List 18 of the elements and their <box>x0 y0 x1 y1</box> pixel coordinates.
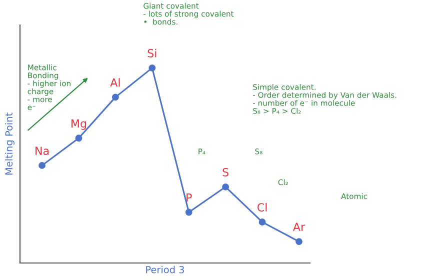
x-tick-label: Si <box>148 48 156 58</box>
point <box>296 238 302 246</box>
point <box>185 208 192 216</box>
x-tick-label: Ar <box>292 222 306 231</box>
x-tick-label: Al <box>110 78 120 87</box>
x-tick-label: S <box>222 168 228 176</box>
point <box>112 94 119 101</box>
x-tick-label: P <box>186 194 192 202</box>
point <box>222 183 230 190</box>
x-tick-label: Mg <box>72 119 86 130</box>
x-tick-label: Na <box>36 146 49 155</box>
x-axis-title: Period 3 <box>146 266 184 274</box>
point <box>75 134 82 142</box>
point <box>258 218 266 226</box>
point <box>148 64 156 72</box>
x-tick-label: Cl <box>257 202 267 212</box>
y-axis-title: Melting Point <box>5 112 14 175</box>
point <box>38 162 46 169</box>
